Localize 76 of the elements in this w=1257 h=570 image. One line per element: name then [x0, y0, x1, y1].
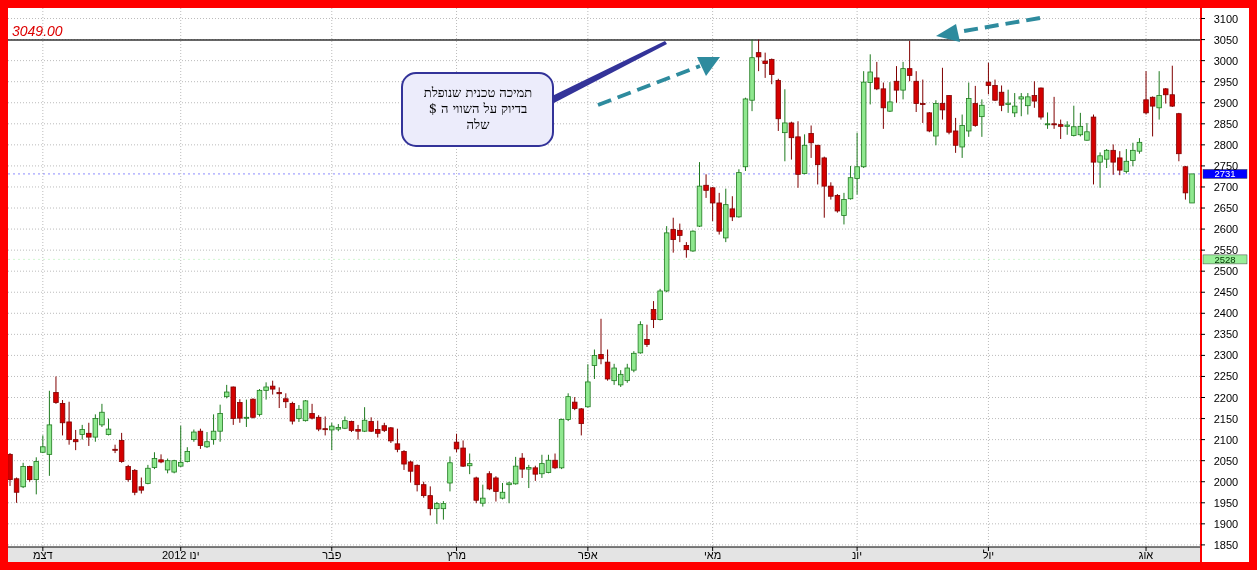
x-tick-label: יונ: [852, 549, 863, 561]
candlestick: [782, 88, 788, 162]
y-tick-label: 2950: [1213, 75, 1239, 88]
candlestick: [243, 399, 250, 428]
candlestick: [690, 229, 696, 253]
candlestick: [33, 456, 39, 495]
y-tick-label: 2350: [1213, 328, 1239, 341]
y-tick-label: 2700: [1213, 180, 1239, 193]
candlestick: [361, 406, 368, 433]
candlestick: [650, 300, 657, 329]
y-tick-label: 2150: [1213, 412, 1239, 425]
x-tick-label: מרץ: [447, 549, 467, 561]
y-tick-label: 2850: [1213, 117, 1239, 130]
y-tick-label: 2050: [1213, 454, 1239, 467]
candlestick: [604, 349, 611, 382]
y-tick-label: 2300: [1213, 349, 1239, 362]
candlestick: [526, 464, 532, 489]
y-tick-label: 1900: [1213, 517, 1239, 530]
candlestick: [1005, 89, 1011, 114]
candlestick: [591, 349, 598, 380]
x-tick-label: פבר: [322, 549, 342, 561]
candlestick: [972, 85, 978, 128]
candlestick: [598, 318, 604, 365]
x-tick-label: יול: [982, 549, 995, 561]
y-tick-label: 2200: [1213, 391, 1239, 404]
x-tick-label: דצמ: [33, 549, 53, 561]
candlestick: [519, 452, 525, 479]
candlestick: [1123, 148, 1130, 174]
x-tick-label: מאי: [703, 549, 722, 561]
candlestick: [1012, 92, 1018, 118]
candlestick: [250, 397, 256, 420]
candlestick: [979, 98, 985, 138]
candlestick: [86, 422, 92, 447]
candlestick: [900, 61, 906, 100]
candlestick: [1156, 70, 1162, 121]
y-tick-label: 2450: [1213, 286, 1239, 299]
candlestick: [893, 65, 900, 104]
candlestick: [644, 324, 650, 348]
candlestick: [729, 195, 736, 222]
y-tick-label: 2650: [1213, 202, 1239, 215]
y-tick-label: 2600: [1213, 223, 1239, 236]
candlestick: [197, 428, 204, 450]
y-tick-label: 2800: [1213, 138, 1239, 151]
y-tick-label: 2400: [1213, 307, 1239, 320]
y-tick-label: 2900: [1213, 96, 1239, 109]
y-tick-label: 2100: [1213, 433, 1239, 446]
x-tick-label: ינו 2012: [161, 549, 200, 561]
candlestick: [447, 455, 453, 492]
candlestick: [53, 375, 59, 405]
candlestick: [906, 40, 913, 82]
candlestick: [20, 462, 26, 489]
candlestick: [158, 453, 164, 464]
candlestick: [480, 484, 486, 508]
x-tick-label: אוג: [1138, 549, 1154, 561]
candlestick: [755, 39, 762, 72]
candlestick: [1044, 111, 1051, 130]
candlestick: [394, 428, 401, 453]
candlestick: [204, 431, 210, 449]
ref-line-label: 3049.00: [12, 23, 63, 39]
y-tick-label: 2000: [1213, 475, 1239, 488]
y-tick-label: 2500: [1213, 265, 1239, 278]
y-tick-label: 3100: [1213, 12, 1239, 25]
y-tick-label: 3050: [1213, 33, 1239, 46]
candlestick: [276, 386, 282, 409]
y-tick-label: 1850: [1213, 538, 1239, 551]
candlestick: [808, 124, 814, 159]
y-tick-label: 1950: [1213, 496, 1239, 509]
x-tick-label: אפר: [578, 549, 598, 561]
candlestick: [841, 192, 847, 225]
y-tick-label: 3000: [1213, 54, 1239, 67]
candlestick: [289, 401, 296, 425]
y-tick-label: 2250: [1213, 370, 1239, 383]
candlestick: [887, 81, 893, 113]
candlestick: [466, 453, 473, 475]
candlestick: [473, 476, 479, 504]
annotation: תמיכה טכנית שנופלת בדיוק על השווי ה $ שלה: [423, 85, 533, 132]
